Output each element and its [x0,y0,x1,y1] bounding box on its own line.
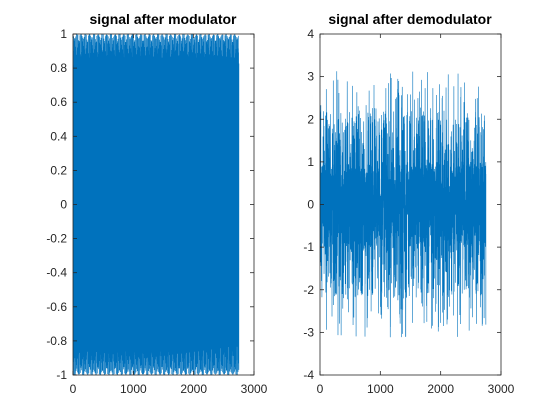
x-tick-label: 1000 [120,382,147,396]
y-tick-label: 1 [307,155,314,169]
y-tick-label: -4 [303,368,314,382]
y-tick-label: -3 [303,325,314,339]
y-tick-label: -0.6 [46,300,67,314]
y-tick-label: -1 [56,368,67,382]
x-tick-label: 0 [317,382,324,396]
x-tick-label: 0 [70,382,77,396]
x-tick-label: 2000 [427,382,454,396]
y-tick-label: 2 [307,112,314,126]
x-tick-label: 3000 [241,382,268,396]
series-line [320,71,487,338]
x-tick-label: 1000 [367,382,394,396]
axes-demodulator: signal after demodulator 0 1000 2000 3000 -4… [303,11,514,396]
axes-modulator: signal after modulator 0 1000 2000 3000 -1 -0… [46,11,267,396]
y-tick-label: 0.6 [50,95,67,109]
y-tick-label: 1 [60,27,67,41]
x-tick-label: 3000 [488,382,515,396]
y-tick-label: 0.4 [50,129,67,143]
y-tick-label: 0.2 [50,163,67,177]
series-line [73,34,240,375]
chart-title: signal after demodulator [328,11,492,27]
y-tick-label: 4 [307,27,314,41]
chart-title: signal after modulator [89,11,237,27]
y-tick-label: 0 [60,198,67,212]
y-tick-label: 0 [307,198,314,212]
y-tick-label: -2 [303,283,314,297]
y-tick-label: 0.8 [50,61,67,75]
y-tick-label: 3 [307,70,314,84]
x-tick-label: 2000 [180,382,207,396]
axes-box [319,33,502,376]
axes-box [72,33,255,376]
y-tick-label: -1 [303,240,314,254]
y-tick-label: -0.2 [46,232,67,246]
y-tick-label: -0.8 [46,334,67,348]
y-tick-label: -0.4 [46,266,67,280]
